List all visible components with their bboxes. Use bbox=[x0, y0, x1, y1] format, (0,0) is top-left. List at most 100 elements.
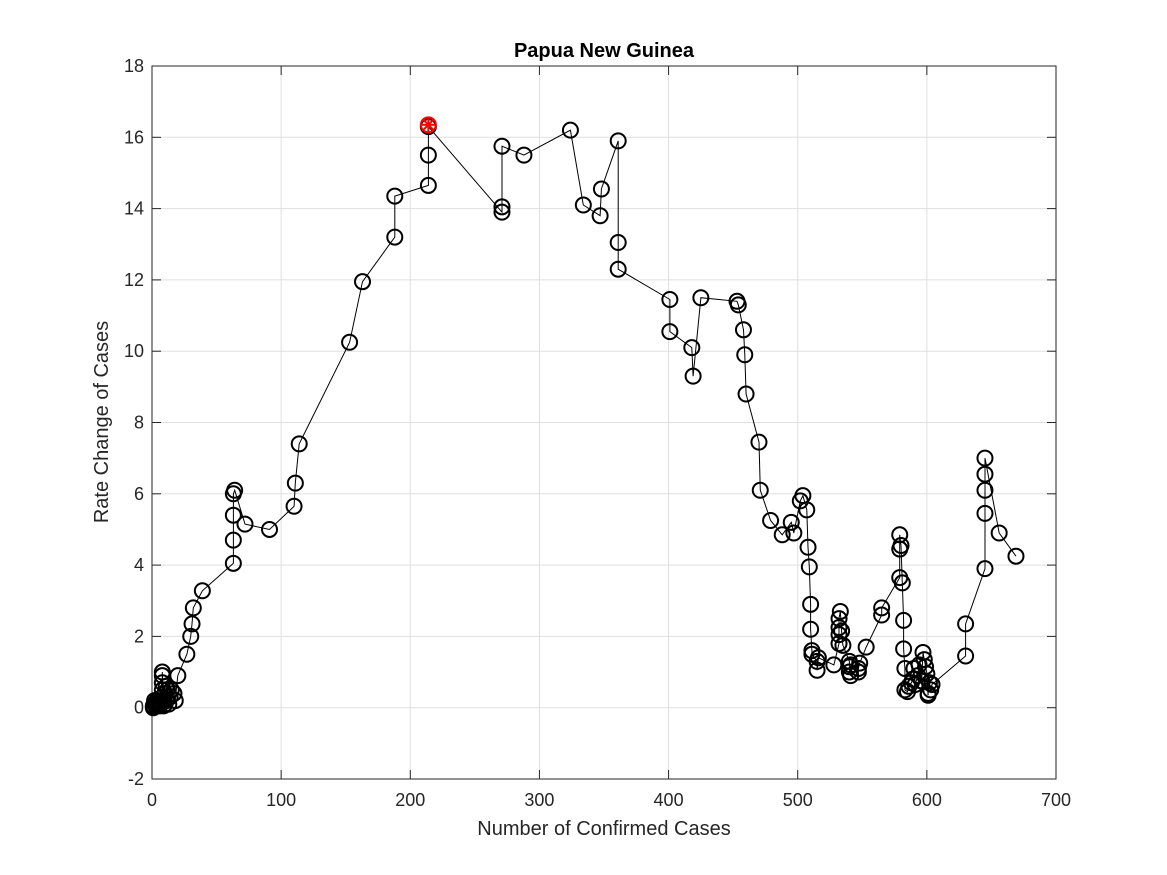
data-point bbox=[166, 692, 184, 710]
data-point bbox=[799, 538, 817, 556]
y-tick-label: 12 bbox=[124, 270, 144, 290]
data-point bbox=[830, 618, 848, 636]
data-point bbox=[840, 658, 858, 676]
data-point bbox=[736, 346, 754, 364]
data-point bbox=[609, 132, 627, 150]
highlight-point bbox=[419, 116, 437, 134]
data-point bbox=[661, 291, 679, 309]
data-point bbox=[990, 524, 1008, 542]
data-point bbox=[976, 504, 994, 522]
y-tick-label: 16 bbox=[124, 127, 144, 147]
data-point bbox=[183, 615, 201, 633]
data-point bbox=[493, 203, 511, 221]
data-point bbox=[493, 137, 511, 155]
x-tick-label: 100 bbox=[266, 790, 296, 810]
data-point bbox=[226, 481, 244, 499]
data-point bbox=[895, 640, 913, 658]
data-point bbox=[224, 506, 242, 524]
data-point bbox=[920, 674, 938, 692]
data-point bbox=[286, 474, 304, 492]
data-point bbox=[976, 481, 994, 499]
data-point bbox=[515, 146, 533, 164]
data-point bbox=[661, 323, 679, 341]
data-point bbox=[1007, 547, 1025, 565]
data-point bbox=[802, 620, 820, 638]
data-point bbox=[419, 176, 437, 194]
data-point bbox=[773, 526, 791, 544]
x-tick-label: 0 bbox=[147, 790, 157, 810]
data-point bbox=[802, 595, 820, 613]
data-point bbox=[224, 531, 242, 549]
data-point bbox=[737, 385, 755, 403]
data-point bbox=[165, 684, 183, 702]
data-point bbox=[592, 180, 610, 198]
data-point bbox=[830, 626, 848, 644]
data-point bbox=[561, 121, 579, 139]
data-point bbox=[785, 524, 803, 542]
data-point bbox=[798, 501, 816, 519]
data-point bbox=[857, 638, 875, 656]
data-point bbox=[751, 481, 769, 499]
y-tick-label: 0 bbox=[134, 698, 144, 718]
data-point bbox=[892, 536, 910, 554]
data-point bbox=[831, 602, 849, 620]
y-tick-label: 8 bbox=[134, 413, 144, 433]
data-point bbox=[800, 558, 818, 576]
data-point bbox=[976, 560, 994, 578]
data-points bbox=[144, 118, 1025, 717]
data-point bbox=[261, 520, 279, 538]
y-axis-label: Rate Change of Cases bbox=[91, 321, 113, 523]
data-point bbox=[161, 688, 179, 706]
data-point bbox=[609, 233, 627, 251]
y-tick-label: 18 bbox=[124, 56, 144, 76]
data-point bbox=[236, 515, 254, 533]
data-point bbox=[354, 273, 372, 291]
data-point bbox=[290, 435, 308, 453]
data-point bbox=[574, 196, 592, 214]
y-tick-label: -2 bbox=[128, 769, 144, 789]
x-tick-label: 500 bbox=[783, 790, 813, 810]
data-point bbox=[809, 649, 827, 667]
data-point bbox=[684, 367, 702, 385]
highlight-layer bbox=[419, 116, 437, 134]
data-point bbox=[895, 611, 913, 629]
data-point bbox=[609, 260, 627, 278]
data-point bbox=[919, 684, 937, 702]
y-tick-label: 2 bbox=[134, 626, 144, 646]
highlight-asterisk-stroke bbox=[422, 118, 435, 131]
data-point bbox=[692, 289, 710, 307]
data-point bbox=[493, 198, 511, 216]
data-point bbox=[891, 526, 909, 544]
data-point bbox=[917, 658, 935, 676]
data-point bbox=[178, 645, 196, 663]
y-tick-label: 6 bbox=[134, 484, 144, 504]
data-point bbox=[193, 582, 211, 600]
data-point bbox=[285, 497, 303, 515]
data-point bbox=[957, 615, 975, 633]
x-tick-label: 700 bbox=[1041, 790, 1071, 810]
data-point bbox=[224, 554, 242, 572]
data-point bbox=[729, 296, 747, 314]
data-point bbox=[834, 636, 852, 654]
data-point bbox=[923, 676, 941, 694]
data-point bbox=[873, 606, 891, 624]
data-point bbox=[976, 465, 994, 483]
data-point bbox=[762, 512, 780, 530]
data-point bbox=[162, 681, 180, 699]
y-tick-label: 14 bbox=[124, 199, 144, 219]
x-tick-label: 300 bbox=[524, 790, 554, 810]
data-point bbox=[169, 667, 187, 685]
data-point bbox=[734, 321, 752, 339]
chart-title: Papua New Guinea bbox=[514, 40, 695, 62]
data-point bbox=[341, 333, 359, 351]
data-point bbox=[419, 146, 437, 164]
data-point bbox=[808, 661, 826, 679]
data-point bbox=[957, 647, 975, 665]
data-point bbox=[386, 228, 404, 246]
data-point bbox=[750, 433, 768, 451]
data-point bbox=[893, 574, 911, 592]
data-point bbox=[851, 654, 869, 672]
x-tick-label: 400 bbox=[654, 790, 684, 810]
